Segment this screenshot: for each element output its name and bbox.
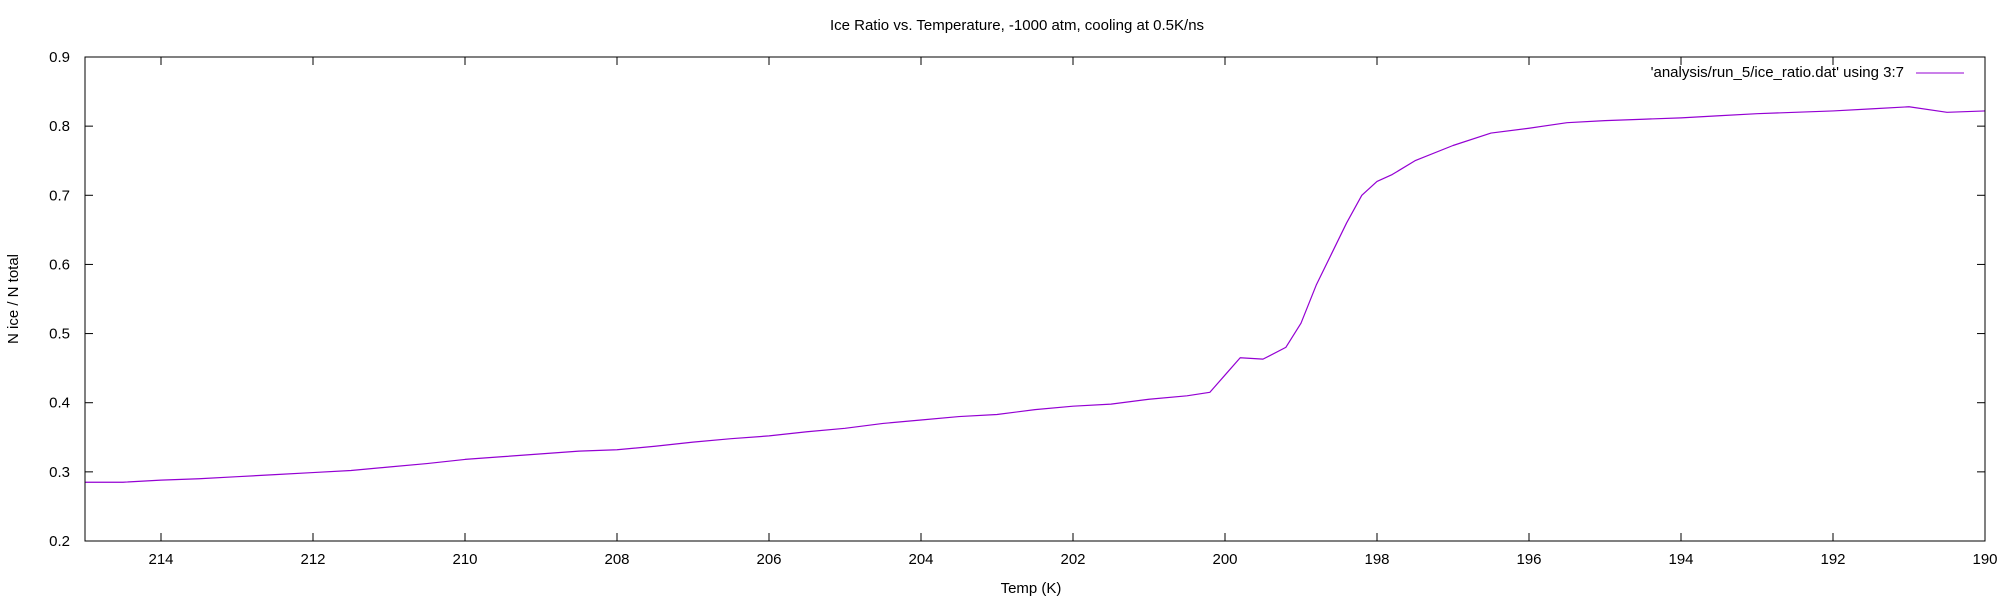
x-tick-label: 214 <box>148 551 173 568</box>
y-axis-label: N ice / N total <box>5 254 22 344</box>
legend-label: 'analysis/run_5/ice_ratio.dat' using 3:7 <box>1651 64 1904 81</box>
x-tick-label: 208 <box>604 551 629 568</box>
y-tick-label: 0.8 <box>49 118 70 135</box>
x-tick-label: 194 <box>1668 551 1693 568</box>
x-tick-label: 196 <box>1516 551 1541 568</box>
plot-frame <box>84 56 1986 542</box>
x-tick-label: 204 <box>908 551 933 568</box>
x-tick-label: 210 <box>452 551 477 568</box>
x-tick-label: 200 <box>1212 551 1237 568</box>
x-tick-label: 212 <box>300 551 325 568</box>
y-tick-label: 0.7 <box>49 187 70 204</box>
x-tick-label: 202 <box>1060 551 1085 568</box>
series-line <box>85 106 1986 483</box>
y-tick-label: 0.4 <box>49 395 70 412</box>
series-layer <box>85 106 1986 483</box>
y-tick-label: 0.5 <box>49 326 70 343</box>
chart-title: Ice Ratio vs. Temperature, -1000 atm, co… <box>830 17 1204 34</box>
ticks-layer: 214 212 210 208 206 204 202 200 198 196 194 192 190 0… <box>49 49 1997 568</box>
y-tick-label: 0.2 <box>49 533 70 550</box>
x-axis-label: Temp (K) <box>1001 580 1062 597</box>
x-tick-label: 206 <box>756 551 781 568</box>
y-tick-label: 0.6 <box>49 256 70 273</box>
y-tick-label: 0.3 <box>49 464 70 481</box>
x-tick-label: 192 <box>1820 551 1845 568</box>
x-tick-label: 198 <box>1364 551 1389 568</box>
x-tick-label: 190 <box>1972 551 1997 568</box>
y-tick-label: 0.9 <box>49 49 70 66</box>
